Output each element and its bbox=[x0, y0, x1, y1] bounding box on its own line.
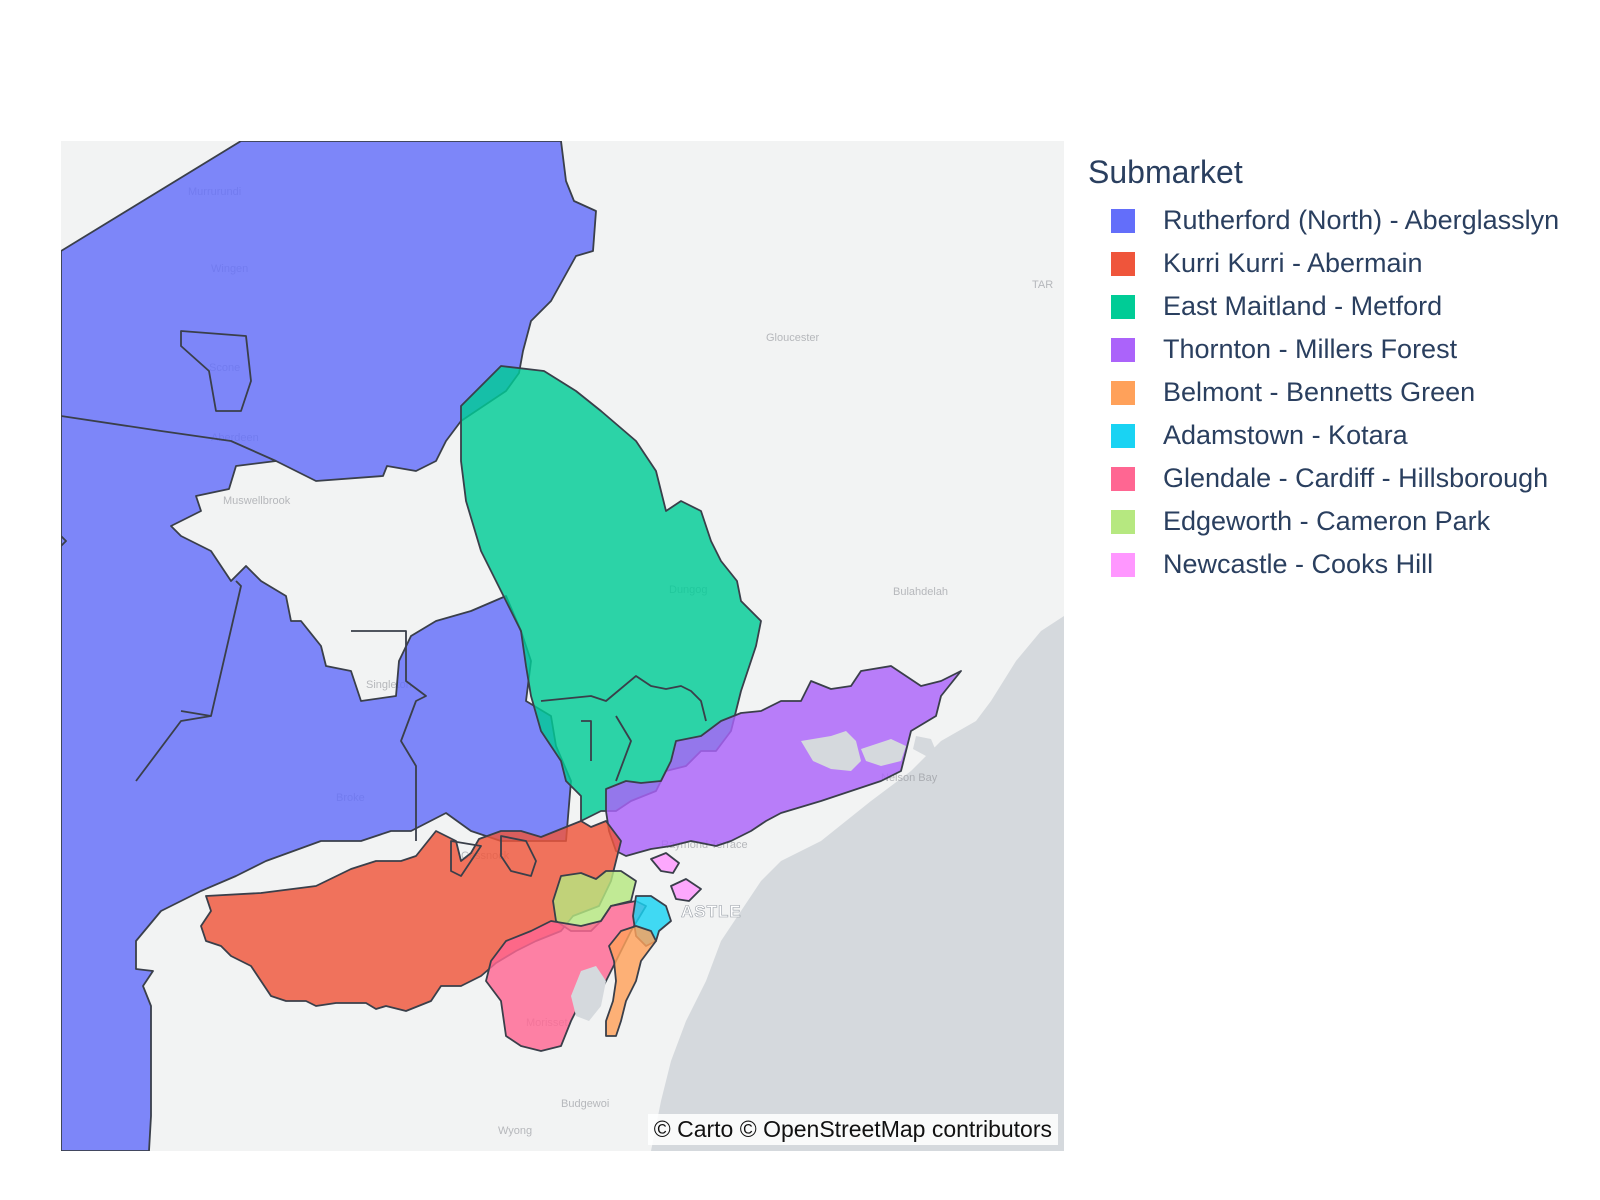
legend-swatch bbox=[1111, 466, 1135, 491]
place-label: Wyong bbox=[498, 1125, 532, 1137]
region-thornton-millers-forest[interactable] bbox=[605, 665, 962, 857]
place-label: Nelson Bay bbox=[881, 772, 938, 784]
place-label: Bulahdelah bbox=[893, 586, 948, 598]
east-maitland-inner-boundary bbox=[540, 675, 707, 782]
kurri-kurri-inner-boundary bbox=[450, 835, 537, 877]
place-label: Budgewoi bbox=[561, 1098, 609, 1110]
city-label: ASTLE bbox=[681, 902, 742, 921]
legend-swatch bbox=[1111, 509, 1135, 534]
legend-label: Edgeworth - Cameron Park bbox=[1163, 506, 1491, 536]
place-label: Gloucester bbox=[766, 332, 820, 344]
map[interactable]: Murrurundi Wingen Scone Aberdeen Muswell… bbox=[61, 141, 1064, 1151]
legend-label: Adamstown - Kotara bbox=[1163, 420, 1408, 450]
legend-item[interactable]: East Maitland - Metford bbox=[1088, 285, 1593, 328]
legend-item[interactable]: Thornton - Millers Forest bbox=[1088, 328, 1593, 371]
legend-label: East Maitland - Metford bbox=[1163, 291, 1443, 321]
legend-item[interactable]: Glendale - Cardiff - Hillsborough bbox=[1088, 457, 1593, 500]
rutherford-inner-boundary bbox=[61, 330, 427, 841]
legend-swatch bbox=[1111, 423, 1135, 448]
legend-swatch bbox=[1111, 552, 1135, 577]
place-label: TAR bbox=[1032, 279, 1053, 291]
legend-item[interactable]: Rutherford (North) - Aberglasslyn bbox=[1088, 199, 1593, 242]
legend-swatch bbox=[1111, 380, 1135, 405]
legend-item[interactable]: Belmont - Bennetts Green bbox=[1088, 371, 1593, 414]
map-attribution[interactable]: © Carto © OpenStreetMap contributors bbox=[647, 1114, 1058, 1145]
legend-label: Thornton - Millers Forest bbox=[1163, 334, 1458, 364]
legend-label: Rutherford (North) - Aberglasslyn bbox=[1163, 205, 1560, 235]
water-inlet bbox=[801, 731, 936, 771]
legend: Submarket Rutherford (North) - Aberglass… bbox=[1088, 154, 1593, 586]
legend-item[interactable]: Adamstown - Kotara bbox=[1088, 414, 1593, 457]
legend-label: Kurri Kurri - Abermain bbox=[1163, 248, 1423, 278]
legend-swatch bbox=[1111, 208, 1135, 233]
legend-title: Submarket bbox=[1088, 154, 1243, 190]
legend-label: Newcastle - Cooks Hill bbox=[1163, 549, 1434, 579]
region-newcastle-cooks-hill[interactable] bbox=[650, 852, 702, 902]
legend-item[interactable]: Kurri Kurri - Abermain bbox=[1088, 242, 1593, 285]
ocean bbox=[651, 616, 1064, 1151]
legend-swatch bbox=[1111, 294, 1135, 319]
region-belmont-bennetts-green[interactable] bbox=[605, 925, 657, 1037]
lake bbox=[571, 966, 606, 1021]
legend-swatch bbox=[1111, 337, 1135, 362]
legend-label: Belmont - Bennetts Green bbox=[1163, 377, 1476, 407]
legend-label: Glendale - Cardiff - Hillsborough bbox=[1163, 463, 1549, 493]
place-label: Muswellbrook bbox=[223, 495, 291, 507]
legend-item[interactable]: Edgeworth - Cameron Park bbox=[1088, 500, 1593, 543]
legend-item[interactable]: Newcastle - Cooks Hill bbox=[1088, 543, 1593, 586]
choropleth-map[interactable]: Murrurundi Wingen Scone Aberdeen Muswell… bbox=[61, 141, 1064, 1151]
legend-swatch bbox=[1111, 251, 1135, 276]
